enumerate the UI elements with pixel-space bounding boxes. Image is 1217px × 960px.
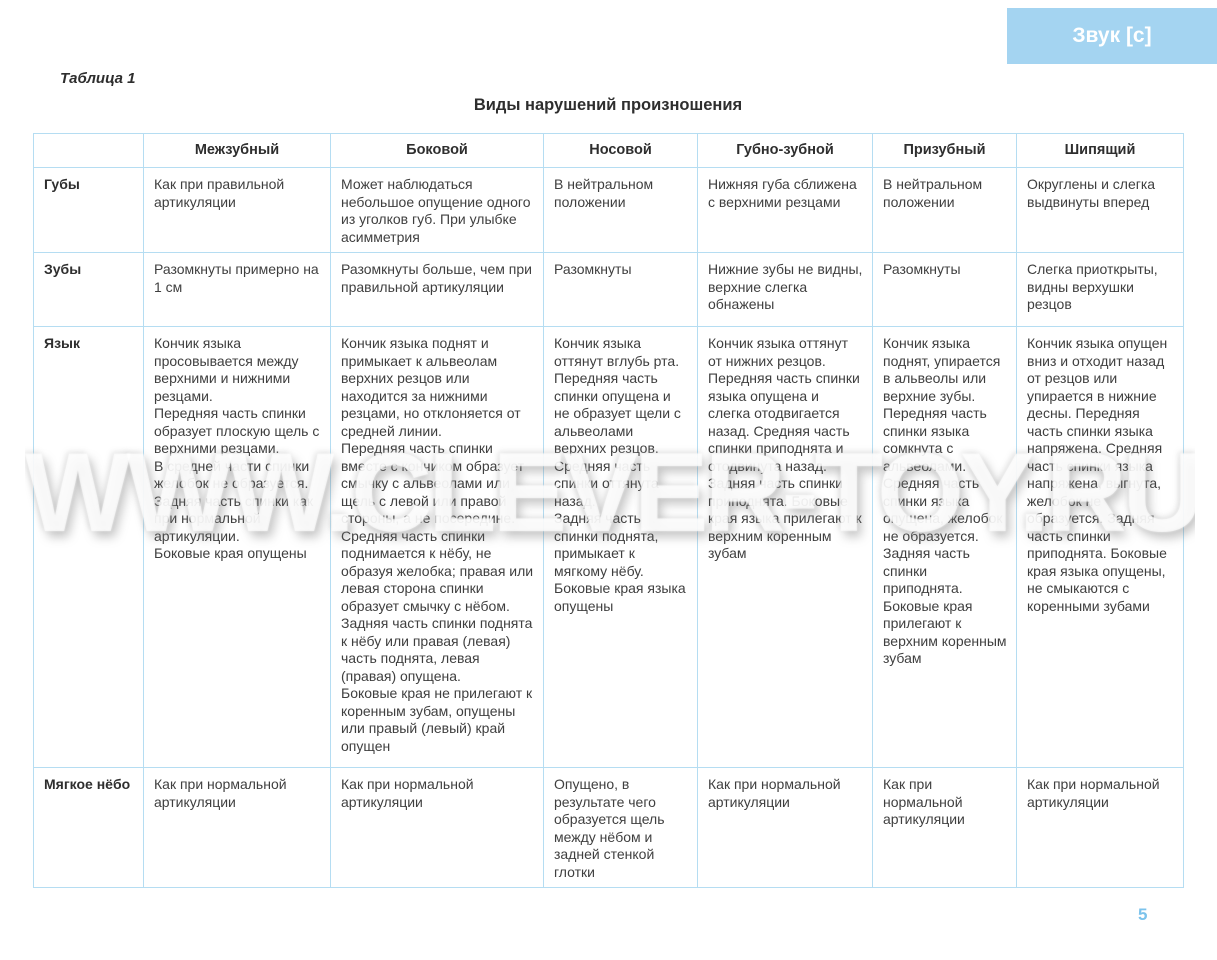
cell-nyobo-prizubny: Как при нормальной артикуляции (872, 767, 1017, 888)
cell-yazyk-mezhzubny: Кончик языка просовывается между верхним… (143, 326, 331, 768)
sound-badge: Звук [с] (1007, 8, 1217, 64)
cell-yazyk-bokovoy: Кончик языка поднят и примыкает к альвео… (330, 326, 544, 768)
cell-nyobo-gubno-zubnoy: Как при нормальной артикуляции (697, 767, 873, 888)
cell-zuby-nosovoy: Разомкнуты (543, 252, 698, 327)
cell-zuby-gubno-zubnoy: Нижние зубы не видны, верхние слегка обн… (697, 252, 873, 327)
row-label-guby: Губы (33, 167, 144, 253)
cell-guby-shipyashchy: Округлены и слегка выдвинуты вперед (1016, 167, 1184, 253)
cell-guby-nosovoy: В нейтральном положении (543, 167, 698, 253)
cell-guby-gubno-zubnoy: Нижняя губа сближена с верхними резцами (697, 167, 873, 253)
column-header-shipyashchy: Шипящий (1016, 133, 1184, 168)
cell-yazyk-prizubny: Кончик языка поднят, упирается в альвеол… (872, 326, 1017, 768)
cell-guby-mezhzubny: Как при правильной артикуляции (143, 167, 331, 253)
table-header-row: Межзубный Боковой Носовой Губно-зубной П… (33, 133, 1184, 168)
page-title: Виды нарушений произношения (473, 96, 743, 114)
table-row: Губы Как при правильной артикуляции Може… (33, 167, 1184, 253)
cell-nyobo-mezhzubny: Как при нормальной артикуляции (143, 767, 331, 888)
page-number: 5 (1138, 905, 1148, 924)
cell-zuby-mezhzubny: Разомкнуты примерно на 1 см (143, 252, 331, 327)
cell-yazyk-gubno-zubnoy: Кончик языка оттянут от нижних резцов. П… (697, 326, 873, 768)
row-label-yazyk: Язык (33, 326, 144, 768)
cell-zuby-prizubny: Разомкнуты (872, 252, 1017, 327)
column-header-prizubny: Призубный (872, 133, 1017, 168)
table-row: Мягкое нёбо Как при нормальной артикуляц… (33, 767, 1184, 888)
column-header-bokovoy: Боковой (330, 133, 544, 168)
table-number-label: Таблица 1 (60, 70, 136, 87)
cell-nyobo-nosovoy: Опущено, в результате чего образуется ще… (543, 767, 698, 888)
column-header-nosovoy: Носовой (543, 133, 698, 168)
cell-guby-bokovoy: Может наблюдаться небольшое опущение одн… (330, 167, 544, 253)
cell-yazyk-shipyashchy: Кончик языка опущен вниз и отходит назад… (1016, 326, 1184, 768)
cell-yazyk-nosovoy: Кончик языка оттянут вглубь рта. Передня… (543, 326, 698, 768)
row-label-myagkoe-nyobo: Мягкое нёбо (33, 767, 144, 888)
column-header-gubno-zubnoy: Губно-зубной (697, 133, 873, 168)
cell-nyobo-bokovoy: Как при нормальной артикуляции (330, 767, 544, 888)
table-row: Язык Кончик языка просовывается между ве… (33, 326, 1184, 768)
cell-nyobo-shipyashchy: Как при нормальной артикуляции (1016, 767, 1184, 888)
cell-zuby-shipyashchy: Слегка приоткрыты, видны верхушки резцов (1016, 252, 1184, 327)
cell-zuby-bokovoy: Разомкнуты больше, чем при правильной ар… (330, 252, 544, 327)
sound-badge-label: Звук [с] (1072, 24, 1152, 47)
cell-guby-prizubny: В нейтральном положении (872, 167, 1017, 253)
articulation-table: Межзубный Боковой Носовой Губно-зубной П… (33, 133, 1184, 888)
column-header-empty (33, 133, 144, 168)
table-row: Зубы Разомкнуты примерно на 1 см Разомкн… (33, 252, 1184, 327)
column-header-mezhzubny: Межзубный (143, 133, 331, 168)
row-label-zuby: Зубы (33, 252, 144, 327)
